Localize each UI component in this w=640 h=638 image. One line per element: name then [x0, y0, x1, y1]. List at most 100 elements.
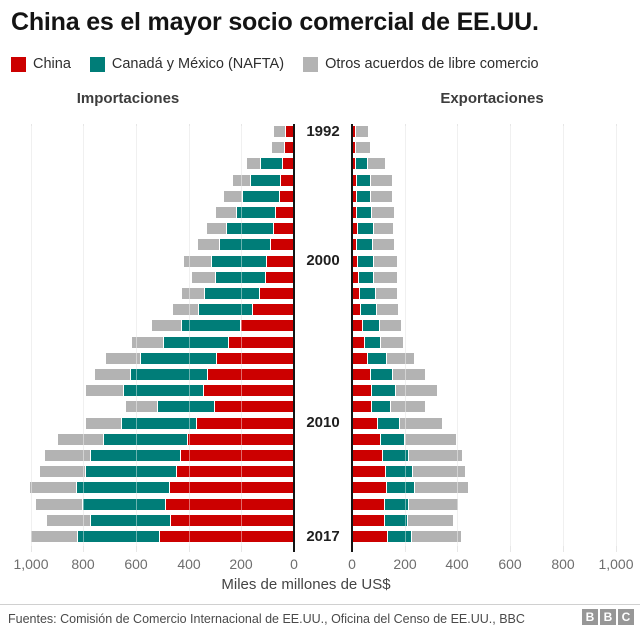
- bar-segment-china: [170, 482, 293, 493]
- imports-bar-row: [0, 158, 293, 169]
- bar-segment-china: [188, 434, 293, 445]
- bar-segment-nafta: [261, 158, 282, 169]
- bar-segment-nafta: [104, 434, 187, 445]
- bar-segment-nafta: [164, 337, 228, 348]
- x-axis-tick-label: 200: [393, 556, 417, 572]
- bar-segment-china: [276, 207, 293, 218]
- bar-segment-nafta: [220, 239, 270, 250]
- year-label-2000: 2000: [306, 252, 340, 269]
- imports-bar-row: [0, 466, 293, 477]
- bar-segment-otros: [192, 272, 215, 283]
- exports-bar-row: [353, 175, 640, 186]
- bar-segment-china: [353, 418, 377, 429]
- bar-segment-nafta: [212, 256, 266, 267]
- exports-bar-row: [353, 337, 640, 348]
- bar-segment-nafta: [77, 482, 169, 493]
- imports-bar-row: [0, 288, 293, 299]
- imports-bar-row: [0, 191, 293, 202]
- bar-segment-nafta: [388, 531, 411, 542]
- exports-bar-row: [353, 531, 640, 542]
- bar-segment-otros: [36, 499, 82, 510]
- bar-segment-china: [215, 401, 293, 412]
- bar-segment-otros: [95, 369, 130, 380]
- gridline-overlay: [510, 126, 511, 546]
- bar-segment-china: [353, 207, 356, 218]
- bar-segment-otros: [126, 401, 157, 412]
- exports-bar-row: [353, 158, 640, 169]
- legend: China Canadá y México (NAFTA) Otros acue…: [11, 56, 539, 72]
- gridline: [510, 124, 511, 552]
- imports-column-header: Importaciones: [76, 90, 180, 107]
- footer-sources: Fuentes: Comisión de Comercio Internacio…: [8, 612, 525, 626]
- bar-segment-nafta: [131, 369, 207, 380]
- bar-segment-otros: [373, 239, 394, 250]
- bar-segment-otros: [376, 288, 397, 299]
- bar-segment-otros: [374, 272, 397, 283]
- legend-label: China: [33, 56, 71, 72]
- bar-segment-china: [353, 304, 360, 315]
- bar-segment-otros: [368, 158, 385, 169]
- bar-segment-china: [181, 450, 293, 461]
- imports-bar-row: [0, 272, 293, 283]
- exports-bar-row: [353, 207, 640, 218]
- bar-segment-otros: [233, 175, 250, 186]
- exports-bar-row: [353, 353, 640, 364]
- bar-segment-otros: [409, 450, 462, 461]
- bar-segment-nafta: [124, 385, 203, 396]
- bar-segment-nafta: [368, 353, 386, 364]
- bar-segment-otros: [45, 450, 90, 461]
- gridline: [405, 124, 406, 552]
- bar-segment-otros: [58, 434, 103, 445]
- bar-segment-nafta: [383, 450, 408, 461]
- bar-segment-nafta: [86, 466, 176, 477]
- bar-segment-china: [353, 126, 355, 137]
- bar-segment-nafta: [182, 320, 240, 331]
- imports-bar-row: [0, 401, 293, 412]
- gridline-overlay: [83, 126, 84, 546]
- x-axis-tick-label: 0: [348, 556, 356, 572]
- bar-segment-otros: [409, 499, 458, 510]
- imports-bar-row: [0, 239, 293, 250]
- bar-segment-china: [229, 337, 293, 348]
- bar-segment-china: [253, 304, 293, 315]
- year-label-1992: 1992: [306, 123, 340, 140]
- bar-segment-nafta: [358, 256, 373, 267]
- exports-column-header: Exportaciones: [440, 90, 544, 107]
- bar-segment-china: [353, 158, 355, 169]
- bar-segment-otros: [173, 304, 198, 315]
- bar-segment-otros: [377, 304, 398, 315]
- gridline: [457, 124, 458, 552]
- exports-bar-row: [353, 450, 640, 461]
- bar-segment-china: [353, 499, 384, 510]
- bbc-logo-letter: B: [600, 609, 616, 625]
- bar-segment-otros: [30, 482, 76, 493]
- bar-segment-otros: [31, 531, 77, 542]
- bar-segment-otros: [371, 191, 392, 202]
- bar-segment-nafta: [83, 499, 165, 510]
- bar-segment-china: [353, 288, 359, 299]
- year-label-2017: 2017: [306, 528, 340, 545]
- bar-segment-nafta: [251, 175, 280, 186]
- bar-segment-otros: [247, 158, 260, 169]
- bar-segment-nafta: [365, 337, 380, 348]
- bar-segment-nafta: [243, 191, 279, 202]
- x-axis-tick-label: 0: [290, 556, 298, 572]
- exports-bar-row: [353, 515, 640, 526]
- exports-bar-row: [353, 223, 640, 234]
- bar-segment-nafta: [356, 158, 367, 169]
- bar-segment-otros: [132, 337, 163, 348]
- exports-bar-row: [353, 499, 640, 510]
- bar-segment-nafta: [387, 482, 414, 493]
- bar-segment-otros: [387, 353, 414, 364]
- page-title: China es el mayor socio comercial de EE.…: [11, 8, 539, 36]
- bar-segment-nafta: [378, 418, 399, 429]
- bar-segment-china: [286, 126, 293, 137]
- bar-segment-china: [353, 401, 371, 412]
- bar-segment-otros: [274, 126, 285, 137]
- bar-segment-otros: [356, 126, 368, 137]
- exports-bar-row: [353, 482, 640, 493]
- bar-segment-china: [353, 191, 356, 202]
- x-axis-tick-label: 800: [71, 556, 95, 572]
